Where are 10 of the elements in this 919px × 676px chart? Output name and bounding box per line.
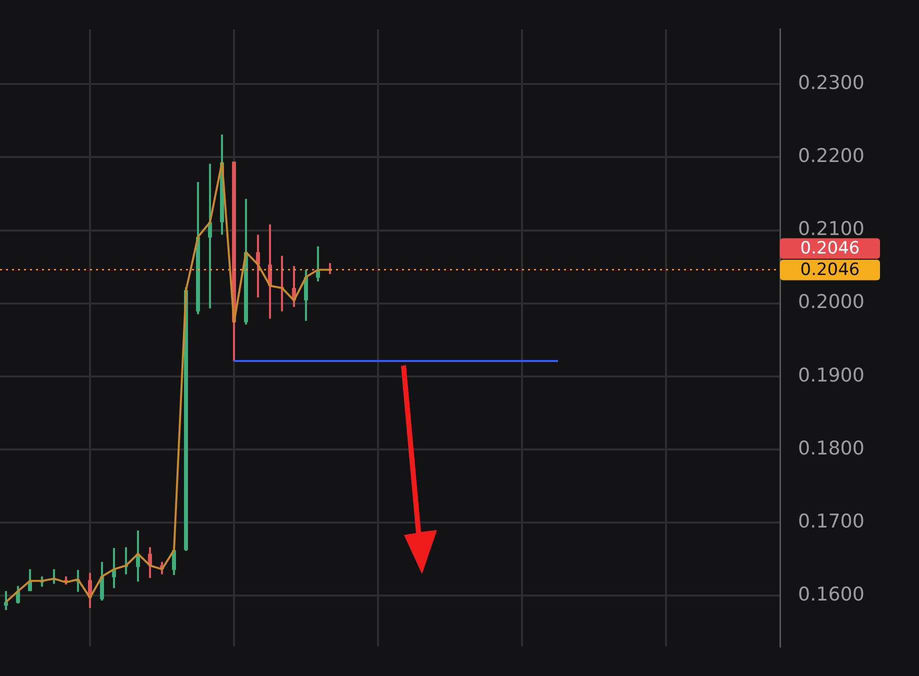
- y-tick-label: 0.2000: [798, 291, 864, 314]
- ref-line-label: 0.2046: [800, 260, 860, 280]
- y-tick-label: 0.2300: [798, 72, 864, 94]
- ref-line-label: 0.2046: [800, 238, 860, 259]
- y-tick-label: 0.1900: [798, 364, 864, 386]
- y-tick-label: 0.1700: [798, 510, 864, 532]
- y-tick-label: 0.1600: [798, 583, 864, 606]
- y-tick-label: 0.1800: [798, 437, 864, 460]
- y-tick-label: 0.2200: [798, 145, 864, 168]
- y-tick-label: 0.2100: [798, 218, 864, 240]
